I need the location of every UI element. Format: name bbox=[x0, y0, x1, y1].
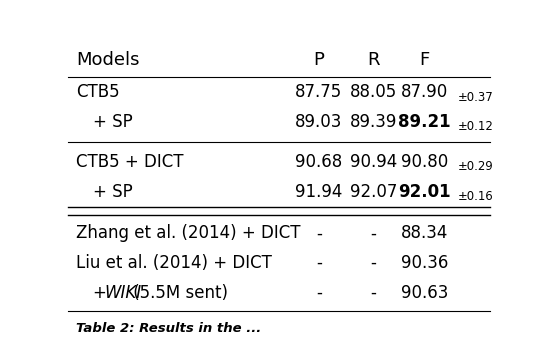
Text: CTB5: CTB5 bbox=[76, 84, 120, 101]
Text: + SP: + SP bbox=[94, 183, 133, 201]
Text: ±0.29: ±0.29 bbox=[458, 160, 494, 173]
Text: 89.39: 89.39 bbox=[350, 113, 397, 131]
Text: 87.75: 87.75 bbox=[295, 84, 343, 101]
Text: 88.05: 88.05 bbox=[350, 84, 397, 101]
Text: R: R bbox=[367, 51, 380, 69]
Text: CTB5 + DICT: CTB5 + DICT bbox=[76, 153, 184, 171]
Text: -: - bbox=[370, 254, 376, 272]
Text: Models: Models bbox=[76, 51, 140, 69]
Text: + SP: + SP bbox=[94, 113, 133, 131]
Text: 90.63: 90.63 bbox=[400, 284, 448, 302]
Text: -: - bbox=[370, 224, 376, 243]
Text: Table 2: Results in the ...: Table 2: Results in the ... bbox=[76, 322, 262, 335]
Text: 90.68: 90.68 bbox=[295, 153, 343, 171]
Text: 89.03: 89.03 bbox=[295, 113, 343, 131]
Text: -: - bbox=[316, 254, 322, 272]
Text: (5.5M sent): (5.5M sent) bbox=[128, 284, 228, 302]
Text: F: F bbox=[419, 51, 429, 69]
Text: 89.21: 89.21 bbox=[398, 113, 450, 131]
Text: -: - bbox=[316, 284, 322, 302]
Text: 92.01: 92.01 bbox=[398, 183, 450, 201]
Text: P: P bbox=[313, 51, 324, 69]
Text: 90.80: 90.80 bbox=[400, 153, 448, 171]
Text: Zhang et al. (2014) + DICT: Zhang et al. (2014) + DICT bbox=[76, 224, 301, 243]
Text: -: - bbox=[370, 284, 376, 302]
Text: 91.94: 91.94 bbox=[295, 183, 343, 201]
Text: -: - bbox=[316, 224, 322, 243]
Text: Liu et al. (2014) + DICT: Liu et al. (2014) + DICT bbox=[76, 254, 273, 272]
Text: ±0.37: ±0.37 bbox=[458, 91, 494, 104]
Text: 92.07: 92.07 bbox=[350, 183, 397, 201]
Text: ±0.12: ±0.12 bbox=[458, 120, 494, 133]
Text: 88.34: 88.34 bbox=[400, 224, 448, 243]
Text: 90.36: 90.36 bbox=[400, 254, 448, 272]
Text: ±0.16: ±0.16 bbox=[458, 190, 494, 203]
Text: +: + bbox=[94, 284, 113, 302]
Text: WIKI: WIKI bbox=[104, 284, 142, 302]
Text: 87.90: 87.90 bbox=[400, 84, 448, 101]
Text: 90.94: 90.94 bbox=[350, 153, 397, 171]
